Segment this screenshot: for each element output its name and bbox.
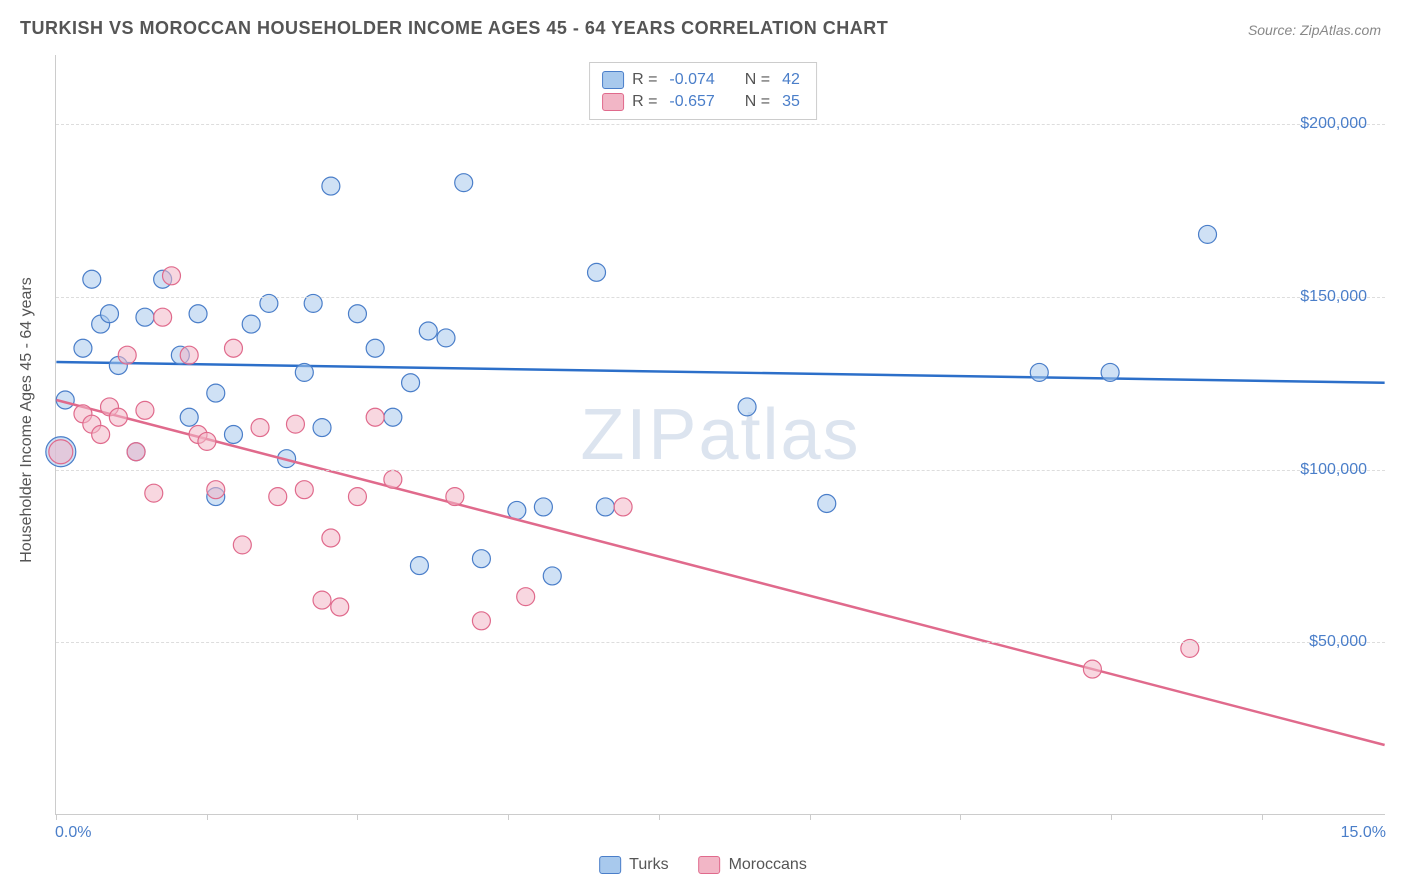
- legend-r-value-1: -0.657: [669, 93, 714, 111]
- x-axis-start-label: 0.0%: [55, 824, 91, 842]
- legend-bottom-label-moroccans: Moroccans: [729, 856, 807, 874]
- x-axis-end-label: 15.0%: [1341, 824, 1386, 842]
- legend-r-label-0: R =: [632, 71, 657, 89]
- source-attribution: Source: ZipAtlas.com: [1248, 22, 1381, 38]
- legend-correlation: R = -0.074 N = 42 R = -0.657 N = 35: [589, 62, 817, 120]
- y-axis-label: Householder Income Ages 45 - 64 years: [18, 277, 36, 563]
- plot-svg: [56, 55, 1385, 814]
- legend-n-value-0: 42: [782, 71, 800, 89]
- legend-n-value-1: 35: [782, 93, 800, 111]
- chart-container: TURKISH VS MOROCCAN HOUSEHOLDER INCOME A…: [0, 0, 1406, 892]
- legend-row-turks: R = -0.074 N = 42: [602, 69, 804, 91]
- legend-n-label-1: N =: [745, 93, 770, 111]
- legend-swatch-moroccans: [602, 93, 624, 111]
- y-tick-label: $100,000: [1300, 461, 1367, 479]
- legend-swatch-turks: [602, 71, 624, 89]
- legend-bottom-label-turks: Turks: [629, 856, 668, 874]
- y-tick-label: $200,000: [1300, 115, 1367, 133]
- legend-item-moroccans: Moroccans: [699, 856, 807, 874]
- y-tick-label: $150,000: [1300, 288, 1367, 306]
- legend-item-turks: Turks: [599, 856, 668, 874]
- legend-bottom-swatch-turks: [599, 856, 621, 874]
- legend-n-label-0: N =: [745, 71, 770, 89]
- plot-area: ZIPatlas $50,000$100,000$150,000$200,000: [55, 55, 1385, 815]
- y-tick-label: $50,000: [1309, 633, 1367, 651]
- legend-r-value-0: -0.074: [669, 71, 714, 89]
- legend-r-label-1: R =: [632, 93, 657, 111]
- legend-row-moroccans: R = -0.657 N = 35: [602, 91, 804, 113]
- chart-title: TURKISH VS MOROCCAN HOUSEHOLDER INCOME A…: [20, 18, 888, 39]
- legend-bottom-swatch-moroccans: [699, 856, 721, 874]
- legend-series: Turks Moroccans: [599, 856, 807, 874]
